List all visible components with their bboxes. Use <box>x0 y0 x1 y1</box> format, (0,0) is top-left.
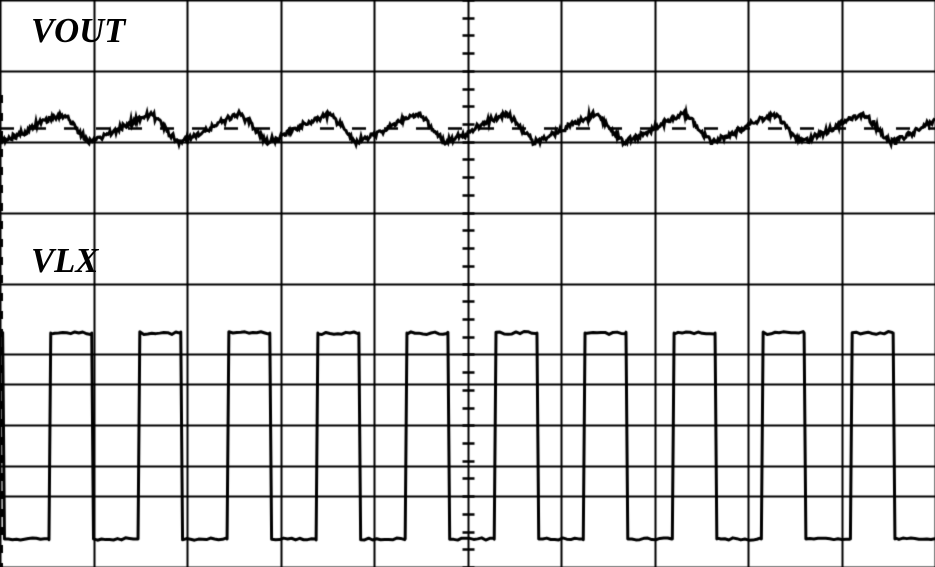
oscilloscope-figure: VOUT VLX <box>0 0 935 567</box>
oscilloscope-canvas <box>0 0 935 567</box>
channel1-label: VOUT <box>25 12 131 51</box>
channel2-label: VLX <box>25 242 104 281</box>
